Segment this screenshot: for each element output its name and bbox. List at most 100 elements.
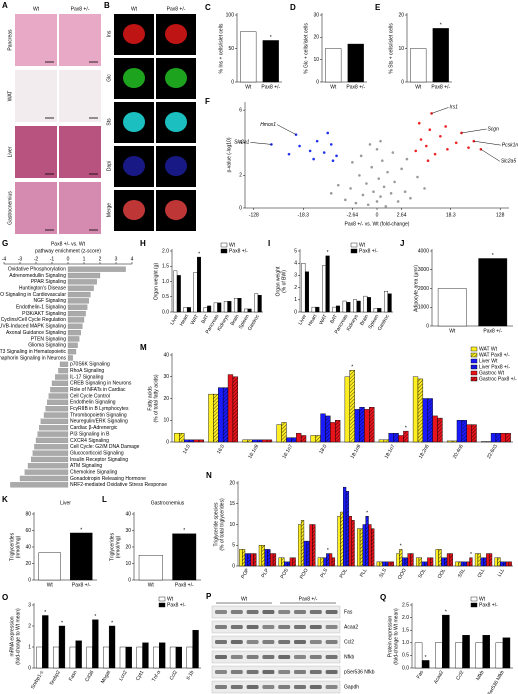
- blot-band: [246, 640, 259, 644]
- category-label: p70S6K Signaling: [70, 362, 110, 368]
- legend-label: Wt: [359, 242, 366, 248]
- islet-signal: [123, 68, 145, 88]
- x-tick-label: pSer536 Nfkb: [485, 669, 506, 694]
- y-tick-label: 1.0: [402, 640, 409, 646]
- category-label: FcγRIIB in B Lymphocytes: [70, 406, 129, 412]
- category-label: Cardiac β-Adrenergic: [70, 425, 118, 431]
- bar: [227, 301, 232, 313]
- bar: [480, 557, 484, 567]
- bar: [264, 549, 268, 567]
- data-point: [375, 147, 379, 151]
- y-axis-label: (fold-change to Wt mean): [15, 608, 21, 665]
- y-tick-label: 20: [229, 480, 235, 486]
- bar: [19, 475, 69, 482]
- y-axis-label: (% of total triglycerides): [219, 498, 225, 551]
- x-tick-label: OLL: [476, 567, 486, 578]
- label-arrow: [250, 142, 272, 145]
- bar: [311, 306, 316, 313]
- bar: [183, 307, 188, 313]
- bar: [320, 413, 326, 443]
- data-point: [308, 149, 312, 153]
- x-tick-label: Pax8 +/-: [261, 84, 280, 90]
- legend-swatch: [350, 248, 358, 254]
- significance-star: *: [405, 425, 407, 431]
- bar: [379, 561, 383, 567]
- bar: [449, 553, 453, 567]
- bar: [296, 433, 302, 443]
- category-label: Cell Cycle Control: [70, 393, 110, 399]
- bar: [312, 524, 316, 567]
- bar: [421, 561, 425, 567]
- bar: [241, 549, 246, 567]
- data-point: [409, 196, 412, 200]
- x-tick-label: -128: [249, 212, 259, 218]
- islet-signal: [123, 24, 145, 44]
- bar: [240, 31, 257, 83]
- label-arrow: [480, 149, 500, 162]
- bar: [262, 40, 279, 83]
- y-tick-label: 0: [231, 79, 234, 85]
- data-point: [382, 185, 386, 189]
- blot-band: [230, 655, 243, 659]
- x-tick-label: PLP: [260, 567, 270, 579]
- bar: [446, 553, 451, 567]
- bar: [502, 561, 507, 567]
- row-label: Ins: [106, 30, 112, 37]
- y-tick-label: 0: [28, 577, 31, 583]
- gene-label: Slc2a1: [234, 140, 250, 146]
- bar: [393, 433, 399, 443]
- y-tick-label: 0.0: [402, 665, 409, 671]
- y-tick-label: 0: [128, 577, 131, 583]
- x-tick-label: 18:2n6: [418, 443, 431, 459]
- x-tick-label: Tnf-α: [151, 670, 162, 683]
- bar: [291, 437, 297, 443]
- y-tick-label: 50: [228, 46, 234, 52]
- bar: [365, 516, 369, 567]
- legend-swatch: [470, 370, 478, 376]
- row-label: Merge: [106, 203, 112, 217]
- bar: [356, 300, 361, 313]
- bar: [414, 642, 423, 669]
- x-tick-label: BAT: [329, 314, 339, 325]
- category-label: CXCR4 Signaling: [70, 438, 109, 444]
- bar: [43, 412, 69, 418]
- blot-band: [309, 610, 322, 614]
- bar: [24, 469, 69, 475]
- bar: [253, 553, 257, 567]
- y-tick-label: 20: [313, 35, 319, 41]
- bar: [407, 553, 411, 567]
- x-tick-label: 22:6n3: [486, 443, 499, 459]
- islet-signal: [165, 200, 187, 220]
- bar: [371, 528, 375, 567]
- bar: [197, 256, 202, 313]
- bar: [193, 272, 198, 313]
- bar: [340, 511, 344, 567]
- y-tick-label: 3: [294, 273, 297, 279]
- y-tick-label: 5: [294, 248, 297, 254]
- column-label: Pax8 +/-: [167, 6, 186, 12]
- x-tick-label: Liver: [297, 313, 308, 326]
- data-point: [379, 139, 382, 143]
- y-axis-label: % Sts + cells/islet cells: [388, 23, 394, 74]
- panel-label: H: [140, 239, 146, 248]
- x-tick-label: 18:1n7: [384, 443, 397, 459]
- bar: [138, 555, 163, 581]
- bar: [192, 630, 199, 669]
- bar: [364, 409, 370, 443]
- islet-signal: [165, 156, 187, 176]
- bar: [261, 439, 268, 443]
- bar: [67, 348, 77, 355]
- column-label: Wt: [33, 6, 40, 12]
- legend-swatch: [220, 242, 228, 248]
- data-point: [298, 144, 301, 148]
- bar: [179, 433, 185, 443]
- data-point: [312, 157, 315, 161]
- x-tick-label: 128: [496, 212, 505, 218]
- blot-band: [262, 655, 275, 659]
- blot-band: [294, 670, 306, 674]
- data-point: [454, 141, 458, 145]
- category-label: UVB-Induced MAPK Signaling: [0, 324, 66, 330]
- x-tick-label: Wt: [245, 84, 252, 90]
- category-label: PTEN Signaling: [31, 336, 67, 342]
- blot-band: [246, 655, 259, 659]
